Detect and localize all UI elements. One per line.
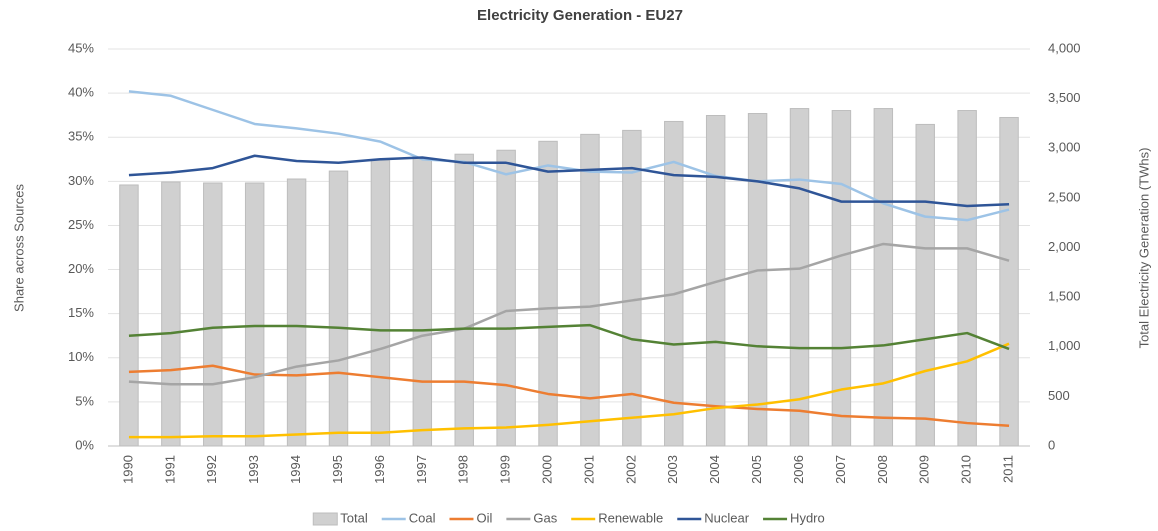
legend: Total Coal Oil Gas Renewable Nuclear Hydro <box>312 510 825 526</box>
legend-label: Total <box>340 510 368 525</box>
legend-label: Nuclear <box>704 510 749 525</box>
bar <box>454 153 474 447</box>
x-tick-label: 1997 <box>414 455 429 484</box>
bar <box>831 110 852 447</box>
y2-tick-label: 2,500 <box>1048 189 1081 204</box>
bar <box>957 110 977 447</box>
y-tick-label: 25% <box>68 217 94 232</box>
y-tick-label: 45% <box>68 40 94 55</box>
line <box>128 242 1010 386</box>
bar <box>161 181 181 447</box>
x-tick-label: 2004 <box>707 455 722 484</box>
x-tick-label: 1998 <box>456 455 471 484</box>
bar <box>119 184 139 447</box>
bar <box>244 182 265 447</box>
y-axis-label: Share across Sources <box>11 184 26 312</box>
x-tick-label: 2001 <box>581 455 596 484</box>
y-tick-label: 35% <box>68 129 94 144</box>
bar <box>412 157 433 447</box>
line <box>128 323 1010 351</box>
line <box>128 364 1010 427</box>
x-tick-label: 2006 <box>791 455 806 484</box>
x-tick-label: 1996 <box>372 455 387 484</box>
bar <box>538 140 558 447</box>
y-tick-label: 20% <box>68 261 94 276</box>
line <box>128 342 1010 439</box>
x-tick-label: 1993 <box>246 455 261 484</box>
y-tick-label: 15% <box>68 305 94 320</box>
y2-axis-label: Total Electricity Generation (TWhs) <box>1136 148 1151 349</box>
y-tick-label: 30% <box>68 173 94 188</box>
bar <box>622 129 642 447</box>
y2-tick-label: 0 <box>1048 437 1055 452</box>
bar <box>664 120 684 447</box>
y-tick-label: 5% <box>75 393 94 408</box>
bar <box>580 133 600 447</box>
bar <box>203 182 223 447</box>
y-tick-label: 40% <box>68 85 94 100</box>
x-tick-label: 2009 <box>917 455 932 484</box>
legend-label: Renewable <box>598 510 663 525</box>
y-tick-label: 10% <box>68 349 94 364</box>
x-tick-label: 2002 <box>623 455 638 484</box>
legend-label: Gas <box>533 510 557 525</box>
line <box>128 154 1010 208</box>
x-tick-label: 2011 <box>1000 455 1015 483</box>
legend-swatch <box>312 512 338 526</box>
y2-tick-label: 1,500 <box>1048 289 1081 304</box>
bar <box>873 108 894 447</box>
bar <box>747 113 768 447</box>
bar <box>789 108 810 447</box>
x-tick-label: 1995 <box>330 455 345 484</box>
legend-label: Hydro <box>790 510 825 525</box>
x-tick-label: 1992 <box>204 455 219 484</box>
bar <box>328 170 349 447</box>
x-tick-label: 2008 <box>875 455 890 484</box>
x-tick-label: 1994 <box>288 455 303 484</box>
bar <box>370 159 391 447</box>
y2-tick-label: 3,000 <box>1048 140 1081 155</box>
y-tick-label: 0% <box>75 437 94 452</box>
y2-tick-label: 2,000 <box>1048 239 1081 254</box>
y2-tick-label: 1,000 <box>1048 338 1081 353</box>
bar <box>999 116 1019 447</box>
legend-label: Oil <box>476 510 492 525</box>
x-tick-label: 1991 <box>162 455 177 484</box>
x-tick-label: 1999 <box>498 455 513 484</box>
y2-tick-label: 500 <box>1048 388 1070 403</box>
x-tick-label: 2007 <box>833 455 848 484</box>
x-tick-label: 2000 <box>539 455 554 484</box>
line <box>128 90 1010 222</box>
x-tick-label: 2003 <box>665 455 680 484</box>
chart-title: Electricity Generation - EU27 <box>477 7 683 24</box>
bar <box>496 149 516 447</box>
y2-tick-label: 4,000 <box>1048 40 1081 55</box>
bar <box>915 123 935 447</box>
x-tick-label: 1990 <box>120 455 135 484</box>
bar <box>286 178 307 447</box>
y2-tick-label: 3,500 <box>1048 90 1081 105</box>
x-tick-label: 2010 <box>959 455 974 484</box>
x-tick-label: 2005 <box>749 455 764 484</box>
legend-label: Coal <box>409 510 436 525</box>
